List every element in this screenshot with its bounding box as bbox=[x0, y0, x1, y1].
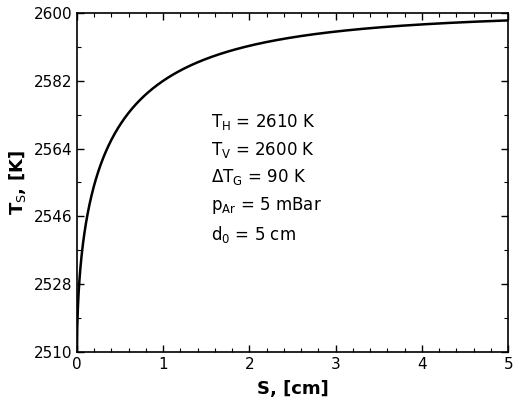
X-axis label: S, [cm]: S, [cm] bbox=[257, 380, 329, 398]
Y-axis label: T$_\mathrm{S}$, [K]: T$_\mathrm{S}$, [K] bbox=[7, 150, 28, 215]
Text: T$_\mathregular{H}$ = 2610 K
T$_\mathregular{V}$ = 2600 K
$\Delta$T$_\mathregula: T$_\mathregular{H}$ = 2610 K T$_\mathreg… bbox=[211, 112, 321, 245]
